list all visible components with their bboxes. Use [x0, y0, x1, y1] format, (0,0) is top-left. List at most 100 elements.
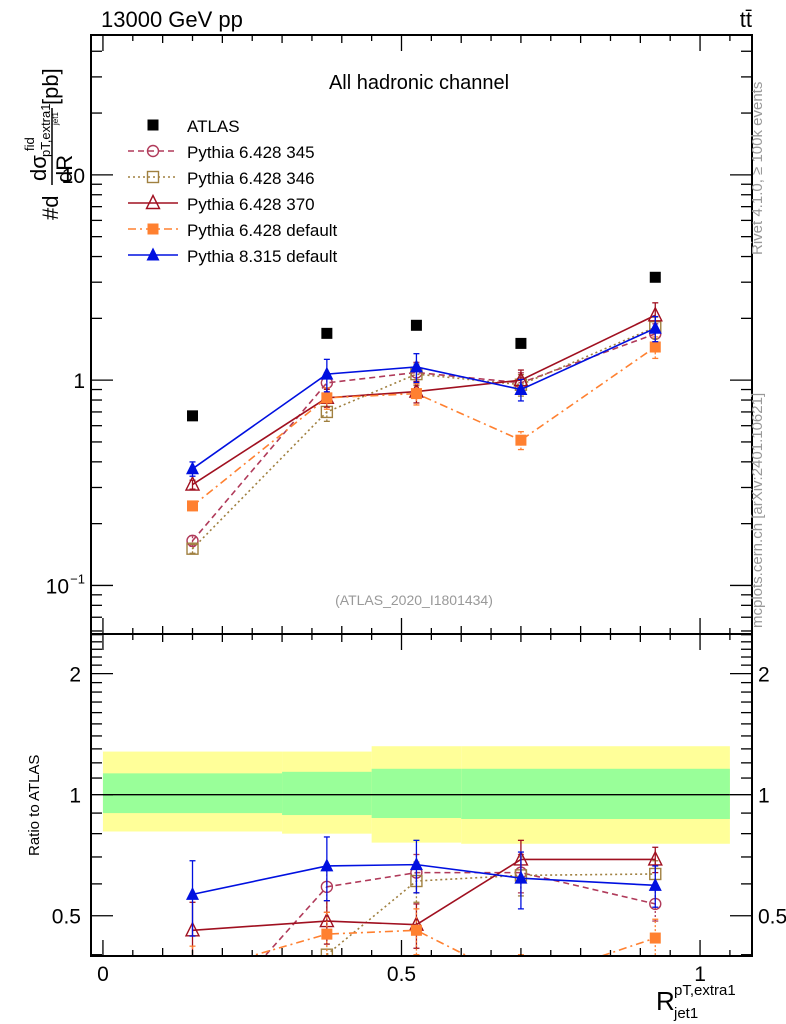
data-point: [187, 968, 198, 979]
legend-item: Pythia 6.428 370: [128, 193, 315, 214]
mcplots-label: mcplots.cern.ch [arXiv:2401.10621]: [749, 393, 766, 628]
data-point: [187, 410, 199, 422]
legend-label: ATLAS: [187, 117, 240, 136]
ratio-uncertainty-bands: [102, 746, 730, 844]
ratio-y-tick-label-left: 0.5: [52, 906, 81, 929]
series-line: [192, 314, 656, 486]
ylabel-subsub: jet1: [51, 112, 60, 126]
series-pythia-6-428-345: [186, 323, 662, 547]
main-y-tick-exponent: −1: [70, 571, 85, 586]
data-point: [409, 857, 423, 871]
analysis-annotation: (ATLAS_2020_I1801434): [335, 592, 493, 608]
series-line: [192, 863, 656, 896]
data-point: [515, 434, 527, 446]
data-point: [649, 932, 661, 944]
data-point: [184, 475, 201, 491]
band-green-1: [282, 771, 372, 816]
legend-marker: [147, 119, 159, 131]
data-point: [649, 271, 661, 283]
legend: ATLAS Pythia 6.428 345 Pythia 6.428 346 Pyt…: [128, 117, 338, 266]
legend-marker: [146, 170, 160, 184]
main-y-tick-label: 10: [46, 575, 69, 598]
data-point: [410, 319, 422, 331]
ratio-y-tick-label-right: 1: [758, 785, 770, 808]
ylabel-unit: [pb]: [38, 68, 63, 105]
series-pythia-8-315-default: [186, 836, 662, 937]
ratio-y-tick-label-right: 0.5: [758, 906, 786, 929]
series-pythia-6-428-346: [186, 316, 662, 555]
series-pythia-6-428-default: [187, 336, 661, 512]
series-line: [192, 858, 656, 932]
legend-item: Pythia 6.428 346: [128, 169, 315, 188]
data-point: [515, 337, 527, 349]
legend-item: Pythia 6.428 default: [128, 221, 338, 240]
series-atlas: [187, 271, 661, 422]
data-point: [321, 928, 333, 940]
band-green-0: [102, 773, 283, 814]
main-series-group: [184, 271, 663, 555]
x-tick-label: 0.5: [387, 963, 416, 986]
xlabel-sub: jet1: [673, 1005, 698, 1022]
legend-marker: [146, 144, 160, 158]
data-point: [186, 542, 199, 555]
data-point: [187, 500, 199, 512]
series-line: [323, 873, 656, 956]
ratio-y-tick-label-left: 1: [69, 785, 81, 808]
data-point: [514, 382, 528, 396]
ratio-y-axis-label: Ratio to ATLAS: [26, 755, 43, 856]
rivet-version-label: Rivet 4.1.0, ≥ 100k events: [749, 82, 766, 255]
data-point: [410, 924, 422, 936]
series-pythia-8-315-default: [186, 315, 662, 477]
data-point: [186, 461, 200, 475]
header-energy-label: 13000 GeV pp: [101, 7, 243, 32]
data-point: [186, 886, 200, 900]
series-line: [191, 333, 656, 542]
series-pythia-6-428-default: [187, 908, 661, 989]
data-point: [648, 320, 662, 334]
series-line: [192, 346, 656, 507]
data-point: [649, 341, 661, 353]
ratio-y-tick-label-right: 2: [758, 664, 770, 687]
ylabel-prefix: #d: [38, 196, 63, 220]
xlabel-base: R: [656, 986, 675, 1016]
series-pythia-6-428-370: [184, 839, 663, 956]
band-green-2: [371, 768, 462, 819]
data-point: [409, 359, 423, 373]
ylabel-sup: fid: [22, 137, 37, 151]
data-point: [647, 850, 663, 866]
x-axis-label: R pT,extra1 jet1: [656, 982, 736, 1022]
legend-label: Pythia 6.428 346: [187, 169, 315, 188]
main-y-axis-label: #d dσ fid pT,extra1 jet1 dR [pb]: [22, 68, 77, 220]
legend-item: ATLAS: [147, 117, 240, 136]
ylabel-denominator: dR: [52, 155, 77, 183]
legend-label: Pythia 6.428 default: [187, 221, 338, 240]
legend-marker: [147, 223, 159, 235]
x-tick-label: 1: [694, 963, 706, 986]
chart-title: All hadronic channel: [329, 72, 509, 94]
data-point: [321, 327, 333, 339]
data-point: [320, 366, 334, 380]
data-point: [321, 392, 333, 404]
data-point: [514, 870, 528, 884]
xlabel-sup: pT,extra1: [674, 982, 736, 999]
data-point: [648, 877, 662, 891]
data-point: [515, 978, 526, 989]
data-point: [186, 534, 199, 547]
legend-marker: [145, 193, 161, 210]
data-point: [320, 858, 334, 872]
legend-marker: [146, 247, 160, 261]
legend-label: Pythia 6.428 345: [187, 143, 315, 162]
header-process-label: tt̄: [740, 7, 752, 32]
legend-item: Pythia 8.315 default: [128, 247, 338, 266]
ylabel-numerator: dσ: [26, 155, 51, 181]
legend-item: Pythia 6.428 345: [128, 143, 315, 162]
ratio-series-group: [184, 836, 663, 989]
series-line: [263, 871, 656, 956]
band-green-3: [461, 768, 730, 820]
ylabel-sub: pT,extra1: [38, 104, 53, 157]
legend-label: Pythia 6.428 370: [187, 195, 315, 214]
ratio-y-tick-label-left: 2: [69, 664, 81, 687]
legend-label: Pythia 8.315 default: [187, 247, 338, 266]
